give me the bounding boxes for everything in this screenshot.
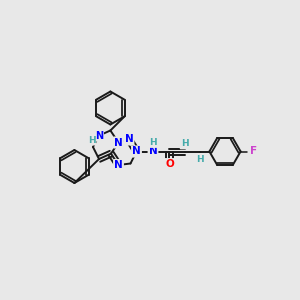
Text: H: H xyxy=(149,138,157,147)
Text: F: F xyxy=(250,146,257,157)
Text: N: N xyxy=(95,130,103,141)
Text: N: N xyxy=(148,146,158,157)
Text: O: O xyxy=(165,159,174,169)
Text: N: N xyxy=(132,146,141,157)
Text: H: H xyxy=(181,140,188,148)
Text: N: N xyxy=(114,160,123,170)
Text: H: H xyxy=(88,136,95,145)
Text: N: N xyxy=(124,134,134,145)
Text: H: H xyxy=(196,154,203,164)
Text: N: N xyxy=(114,137,123,148)
